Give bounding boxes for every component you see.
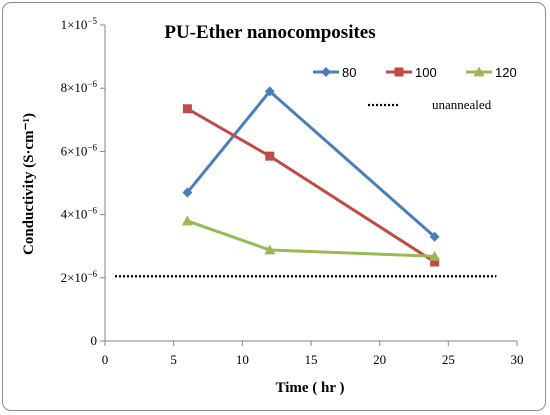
y-tick-label: 2×10−6 [61,269,98,285]
y-tick-label: 8×10−6 [61,79,98,95]
data-point-100 [265,151,275,161]
data-point-120 [264,244,276,255]
x-tick-label: 0 [102,352,109,367]
y-axis-title: Conductivity (S·cm⁻¹) [21,113,37,255]
x-axis-title: Time ( hr ) [275,380,344,396]
data-point-80 [429,231,440,242]
legend-marker-100 [394,67,404,77]
data-point-80 [182,187,193,198]
legend-label-unannealed: unannealed [432,97,492,112]
series-100 [182,104,440,267]
chart-title: PU-Ether nanocomposites [164,22,375,43]
x-tick-label: 10 [236,352,249,367]
series-line-80 [186,89,436,238]
y-tick-label: 1×10−5 [61,16,98,32]
legend: 80 100 120 unannealed [313,65,517,112]
legend-label-80: 80 [342,65,356,80]
y-tick-label: 6×10−6 [61,142,98,158]
series-120 [181,215,441,261]
series-line-100 [186,107,436,264]
x-tick-label: 20 [373,352,386,367]
x-tick-label: 5 [170,352,177,367]
legend-marker-120 [473,66,485,77]
chart-frame [2,2,546,411]
axes: 0 2×10−6 4×10−6 6×10−6 8×10−6 1×10−5 0 5 10 15 20 2… [61,16,524,367]
data-point-100 [430,257,440,267]
x-tick-label: 30 [511,352,524,367]
legend-label-120: 120 [495,65,517,80]
series-80 [182,86,440,242]
y-tick-label: 4×10−6 [61,206,98,222]
data-point-120 [429,250,441,261]
x-tick-label: 15 [305,352,318,367]
legend-label-100: 100 [415,65,437,80]
x-tick-label: 25 [442,352,455,367]
legend-marker-80 [321,67,331,77]
data-point-80 [264,86,275,97]
y-tick-label: 0 [91,333,98,348]
series-group [181,86,441,267]
data-point-120 [181,215,193,226]
data-point-100 [182,104,192,114]
